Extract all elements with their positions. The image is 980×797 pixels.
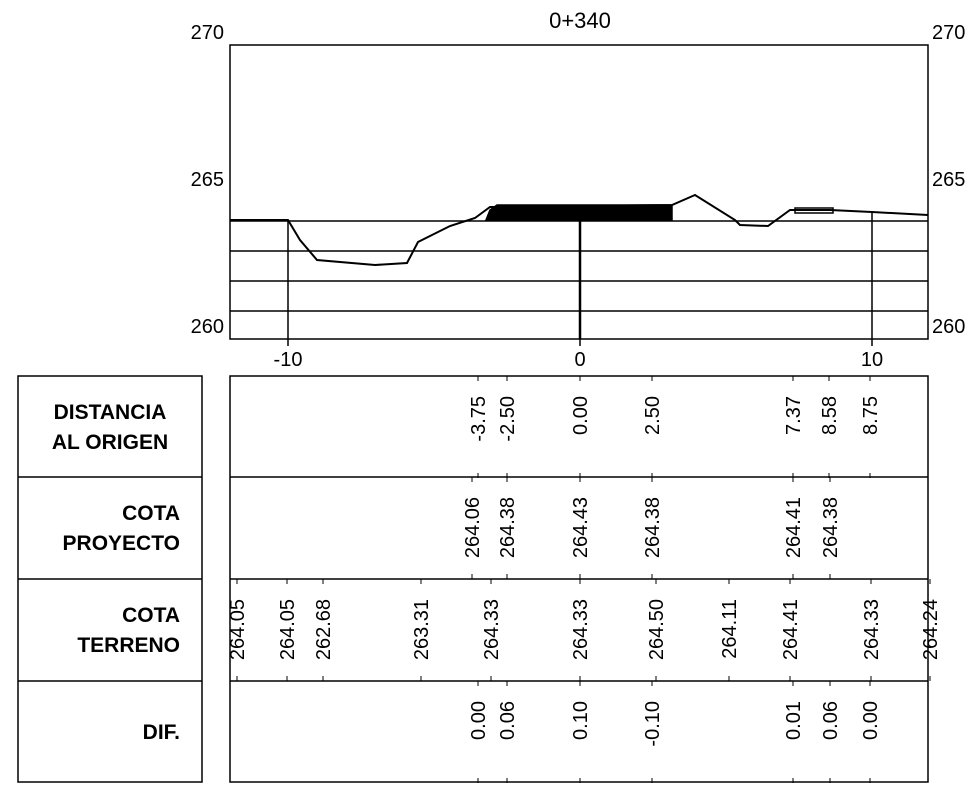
y-tick-label: 260 (191, 316, 224, 338)
row-label: PROYECTO (63, 532, 180, 555)
x-tick-label: -10 (274, 349, 303, 371)
title: 0+340 (549, 8, 611, 33)
cell-value: -3.75 (468, 396, 490, 442)
y-tick-label: 260 (932, 316, 965, 338)
cell-value: -2.50 (497, 396, 519, 442)
x-tick-label: 0 (574, 349, 585, 371)
cell-value: 264.38 (820, 497, 842, 558)
y-tick-label: 270 (191, 22, 224, 44)
cell-value: 264.11 (719, 599, 741, 659)
row-label: DISTANCIA (54, 401, 167, 424)
cell-value: 264.38 (497, 497, 519, 558)
cell-value: 263.31 (411, 599, 433, 660)
row-label: DIF. (143, 721, 180, 744)
cell-value: 0.00 (860, 701, 882, 740)
road-shoulder (794, 207, 834, 214)
cell-value: 8.58 (819, 396, 841, 435)
cell-value: 264.05 (227, 599, 249, 660)
cell-value: 7.37 (783, 396, 805, 435)
cell-value: 0.00 (570, 396, 592, 435)
cell-value: 264.41 (780, 599, 802, 660)
cell-value: 0.01 (783, 701, 805, 740)
y-tick-label: 265 (932, 169, 965, 191)
data-table (17, 375, 929, 783)
cell-value: 0.06 (497, 701, 519, 740)
cell-value: 0.00 (468, 701, 490, 740)
x-tick-label: 10 (861, 349, 883, 371)
cell-value: 264.33 (481, 599, 503, 660)
cell-value: 264.33 (861, 599, 883, 660)
row-label: COTA (122, 604, 180, 627)
cell-value: 0.06 (820, 701, 842, 740)
cell-value: 264.50 (646, 599, 668, 660)
y-tick-label: 265 (191, 169, 224, 191)
cell-value: 264.41 (783, 497, 805, 558)
cell-value: 264.06 (462, 497, 484, 558)
y-tick-label: 270 (932, 22, 965, 44)
cell-value: 264.24 (920, 599, 942, 660)
cell-value: 264.43 (570, 497, 592, 558)
road-platform (484, 204, 673, 221)
row-label: TERRENO (77, 634, 180, 657)
cell-value: 2.50 (642, 396, 664, 435)
cell-value: 262.68 (313, 599, 335, 660)
cell-value: 8.75 (860, 396, 882, 435)
cell-value: -0.10 (642, 701, 664, 747)
profile (230, 193, 929, 346)
cell-value: 0.10 (570, 701, 592, 740)
cell-value: 264.38 (642, 497, 664, 558)
row-label: COTA (122, 502, 180, 525)
cell-value: 264.05 (277, 599, 299, 660)
row-label: AL ORIGEN (52, 431, 168, 454)
cell-value: 264.33 (570, 599, 592, 660)
